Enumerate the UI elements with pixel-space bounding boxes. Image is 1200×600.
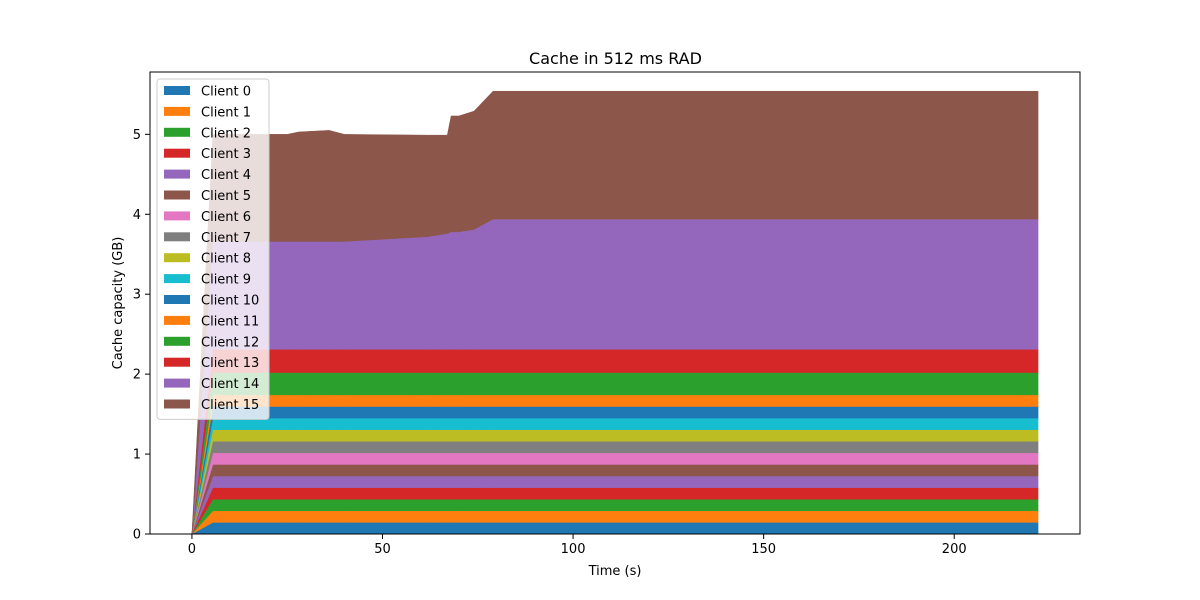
legend-swatch — [164, 106, 190, 116]
legend-swatch — [164, 378, 190, 388]
legend-swatch — [164, 357, 190, 367]
area-layers — [191, 90, 1039, 535]
legend-label: Client 5 — [201, 189, 251, 204]
legend-label: Client 11 — [201, 314, 259, 329]
y-axis-label: Cache capacity (GB) — [111, 237, 126, 370]
legend-label: Client 1 — [201, 105, 251, 120]
legend-swatch — [164, 295, 190, 304]
y-tick-label: 0 — [133, 528, 141, 543]
legend-swatch — [164, 253, 190, 263]
legend-label: Client 8 — [201, 252, 251, 267]
legend: Client 0 Client 1 Client 2 Client 3 Client 4… — [156, 78, 270, 420]
legend-label: Client 2 — [201, 126, 251, 141]
legend-swatch — [164, 148, 190, 158]
x-tick-label: 200 — [942, 542, 967, 557]
legend-swatch — [164, 274, 190, 284]
y-tick-label: 3 — [133, 288, 141, 303]
x-tick-label: 50 — [374, 542, 391, 557]
x-tick-label: 150 — [751, 542, 776, 557]
legend-label: Client 10 — [201, 294, 259, 309]
x-tick-label: 0 — [188, 542, 196, 557]
legend-swatch — [164, 86, 190, 95]
legend-label: Client 0 — [201, 85, 251, 100]
legend-label: Client 3 — [201, 147, 251, 162]
legend-swatch — [164, 232, 190, 242]
y-tick-label: 2 — [133, 368, 141, 383]
area-client-15 — [191, 90, 1039, 535]
legend-label: Client 9 — [201, 273, 251, 288]
legend-label: Client 6 — [201, 210, 251, 225]
area-client-0 — [191, 522, 1039, 535]
legend-swatch — [164, 127, 190, 137]
legend-swatch — [164, 211, 190, 221]
legend-swatch — [164, 315, 190, 325]
legend-swatch — [164, 169, 190, 179]
legend-swatch — [164, 399, 190, 409]
y-axis: 0 1 2 3 4 5 — [133, 128, 150, 543]
legend-label: Client 13 — [201, 356, 259, 371]
legend-label: Client 12 — [201, 335, 259, 350]
y-tick-label: 1 — [133, 448, 141, 463]
plot-frame — [149, 71, 1081, 535]
legend-box — [156, 78, 270, 420]
legend-label: Client 14 — [201, 377, 259, 392]
x-axis-label: Time (s) — [588, 564, 642, 579]
legend-label: Client 4 — [201, 168, 251, 183]
chart-title: Cache in 512 ms RAD — [529, 49, 702, 68]
legend-swatch — [164, 336, 190, 346]
legend-label: Client 15 — [201, 398, 259, 413]
x-axis: 0 50 100 150 200 — [188, 534, 967, 557]
y-tick-label: 4 — [133, 208, 141, 223]
legend-swatch — [164, 190, 190, 200]
x-tick-label: 100 — [561, 542, 586, 557]
y-tick-label: 5 — [133, 128, 141, 143]
legend-label: Client 7 — [201, 231, 251, 246]
